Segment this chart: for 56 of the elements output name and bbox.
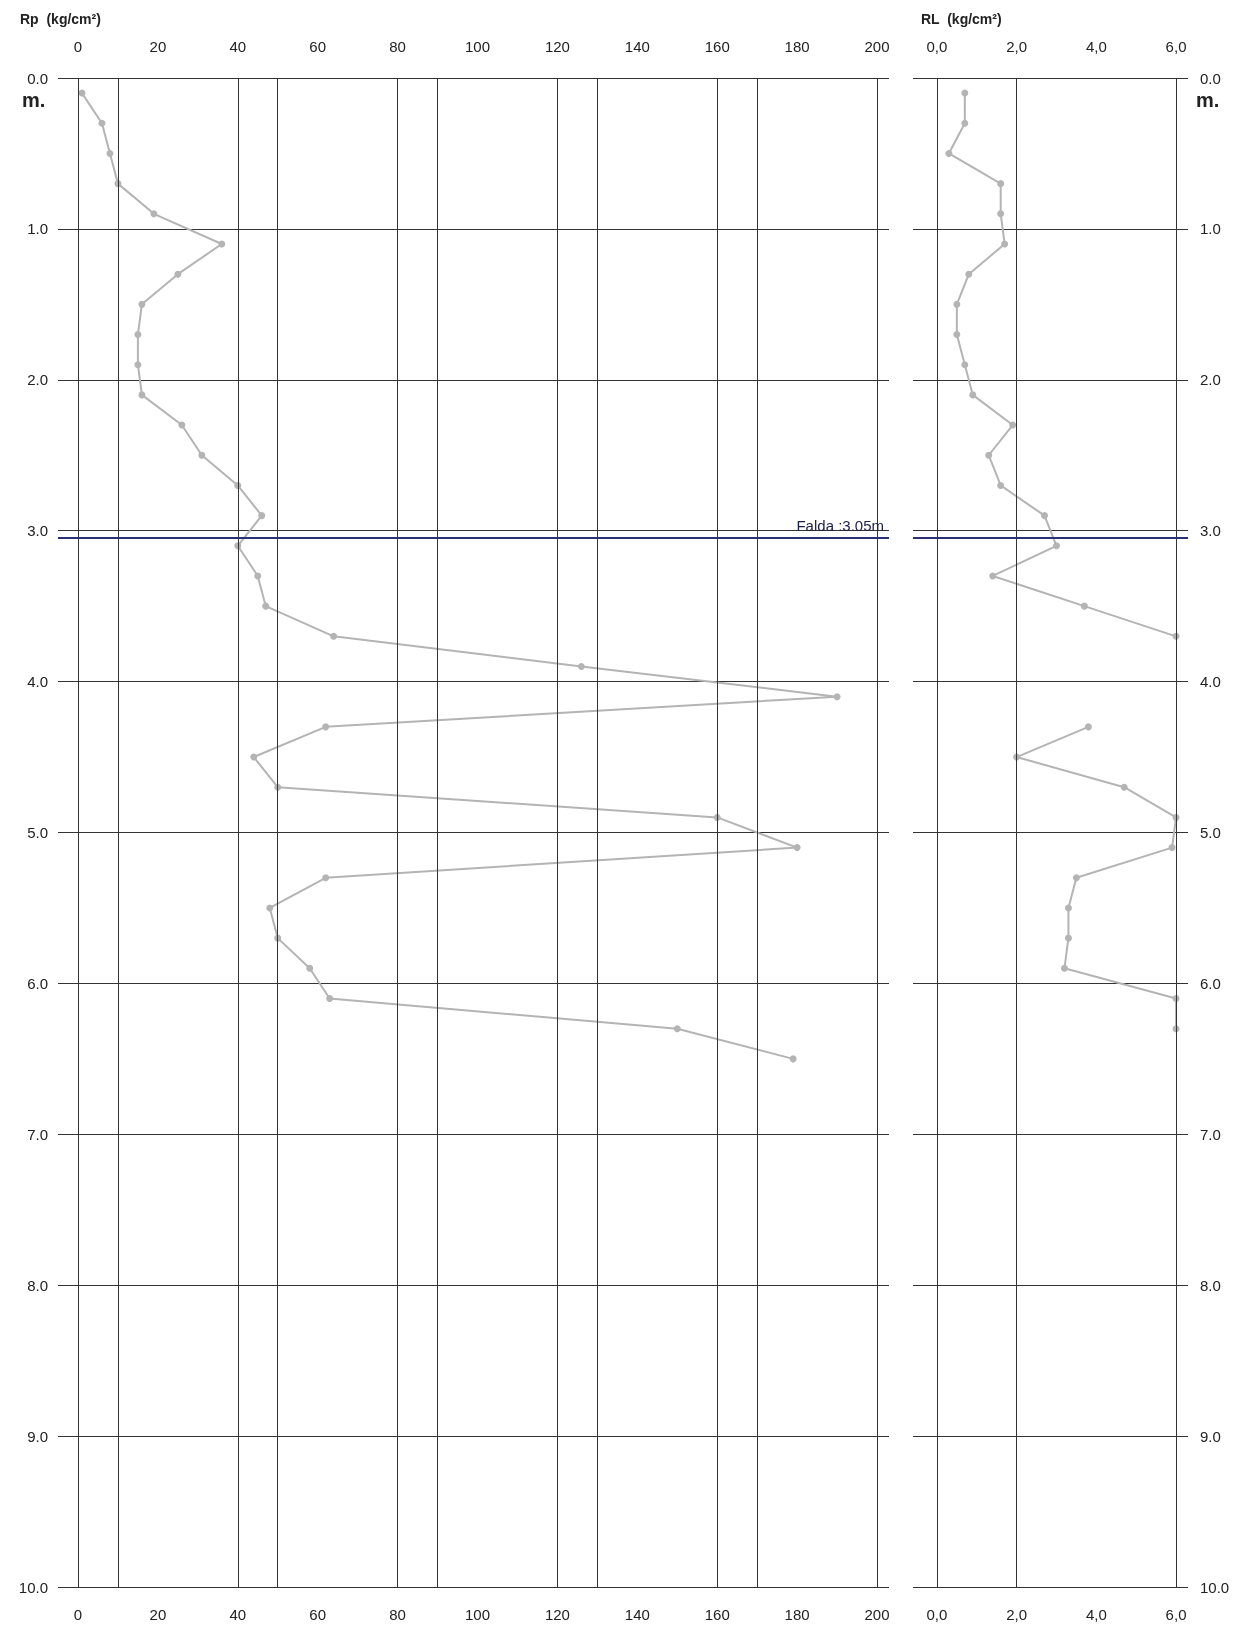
x-tick-label: 60: [309, 1606, 327, 1623]
y-tick-label: 3.0: [1200, 522, 1221, 540]
y-tick-label: 8.0: [1200, 1276, 1221, 1294]
y-tick-label: 2.0: [1200, 371, 1221, 389]
y-tick-label: 2.0: [27, 371, 48, 389]
x-tick-label: 180: [784, 1606, 810, 1623]
y-tick-label: 8.0: [27, 1276, 48, 1294]
x2-tick-label: 160: [704, 38, 730, 55]
x2-tick-label: 180: [784, 38, 810, 55]
y-tick-label: 0.0: [27, 69, 48, 87]
x-tick-label: 4,0: [1085, 1606, 1107, 1623]
x-tick-label: 160: [704, 1606, 730, 1623]
y-tick-label: 5.0: [27, 824, 48, 841]
x2-tick-label: 4,0: [1085, 38, 1107, 55]
y-tick-label: 6.0: [27, 974, 48, 992]
y-tick-label: 1.0: [1200, 220, 1221, 238]
y-tick-label: 7.0: [1200, 1125, 1221, 1143]
x2-tick-label: 60: [309, 38, 327, 55]
x2-tick-label: 80: [389, 38, 406, 55]
y-axis-title: m.: [22, 89, 46, 111]
x-tick-label: 80: [389, 1606, 406, 1623]
y-tick-label: 4.0: [27, 673, 48, 691]
x2-tick-label: 200: [864, 38, 890, 55]
x-tick-label: 20: [149, 1606, 167, 1623]
y-axis-title: m.: [1196, 89, 1220, 111]
x2-tick-label: 40: [229, 38, 247, 55]
y-tick-label: 6.0: [1200, 974, 1221, 992]
x2-tick-label: 140: [624, 38, 650, 55]
x-tick-label: 40: [229, 1606, 247, 1623]
x2-tick-label: 20: [149, 38, 167, 55]
y-tick-label: 9.0: [1200, 1427, 1221, 1445]
y-tick-label: 10.0: [1200, 1578, 1230, 1596]
x-tick-label: 2,0: [1006, 1606, 1028, 1623]
x-tick-label: 6,0: [1165, 1606, 1187, 1623]
y-tick-label: 5.0: [1200, 824, 1221, 841]
x-tick-label: 120: [544, 1606, 570, 1623]
y-tick-label: 0.0: [1200, 69, 1221, 87]
x-tick-label: 100: [464, 1606, 491, 1623]
x2-axis-title: Rp (kg/cm²): [20, 11, 101, 27]
y-tick-label: 4.0: [1200, 673, 1221, 691]
x2-tick-label: 100: [464, 38, 491, 55]
y-tick-label: 9.0: [27, 1427, 48, 1445]
x2-tick-label: 6,0: [1165, 38, 1187, 55]
x-tick-label: 200: [864, 1606, 890, 1623]
y-tick-label: 10.0: [18, 1578, 48, 1596]
x-tick-label: 140: [624, 1606, 650, 1623]
x2-tick-label: 0: [73, 38, 83, 55]
x2-tick-label: 2,0: [1006, 38, 1028, 55]
x2-tick-label: 0,0: [926, 38, 948, 55]
y-tick-label: 3.0: [27, 522, 48, 540]
x2-axis-title: RL (kg/cm²): [921, 11, 1002, 27]
y-tick-label: 7.0: [27, 1125, 48, 1143]
y-tick-label: 1.0: [27, 220, 48, 238]
x2-tick-label: 120: [544, 38, 570, 55]
x-tick-label: 0,0: [926, 1606, 948, 1623]
x-tick-label: 0: [73, 1606, 83, 1623]
